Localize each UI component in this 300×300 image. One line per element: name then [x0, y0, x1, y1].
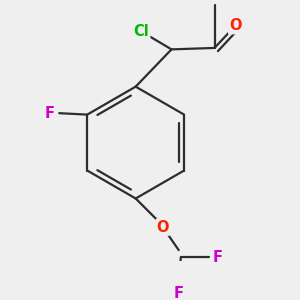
- Text: F: F: [213, 250, 223, 265]
- Text: O: O: [229, 18, 242, 33]
- Text: Cl: Cl: [134, 24, 149, 39]
- Text: F: F: [174, 286, 184, 300]
- Text: F: F: [45, 106, 55, 121]
- Text: O: O: [157, 220, 169, 235]
